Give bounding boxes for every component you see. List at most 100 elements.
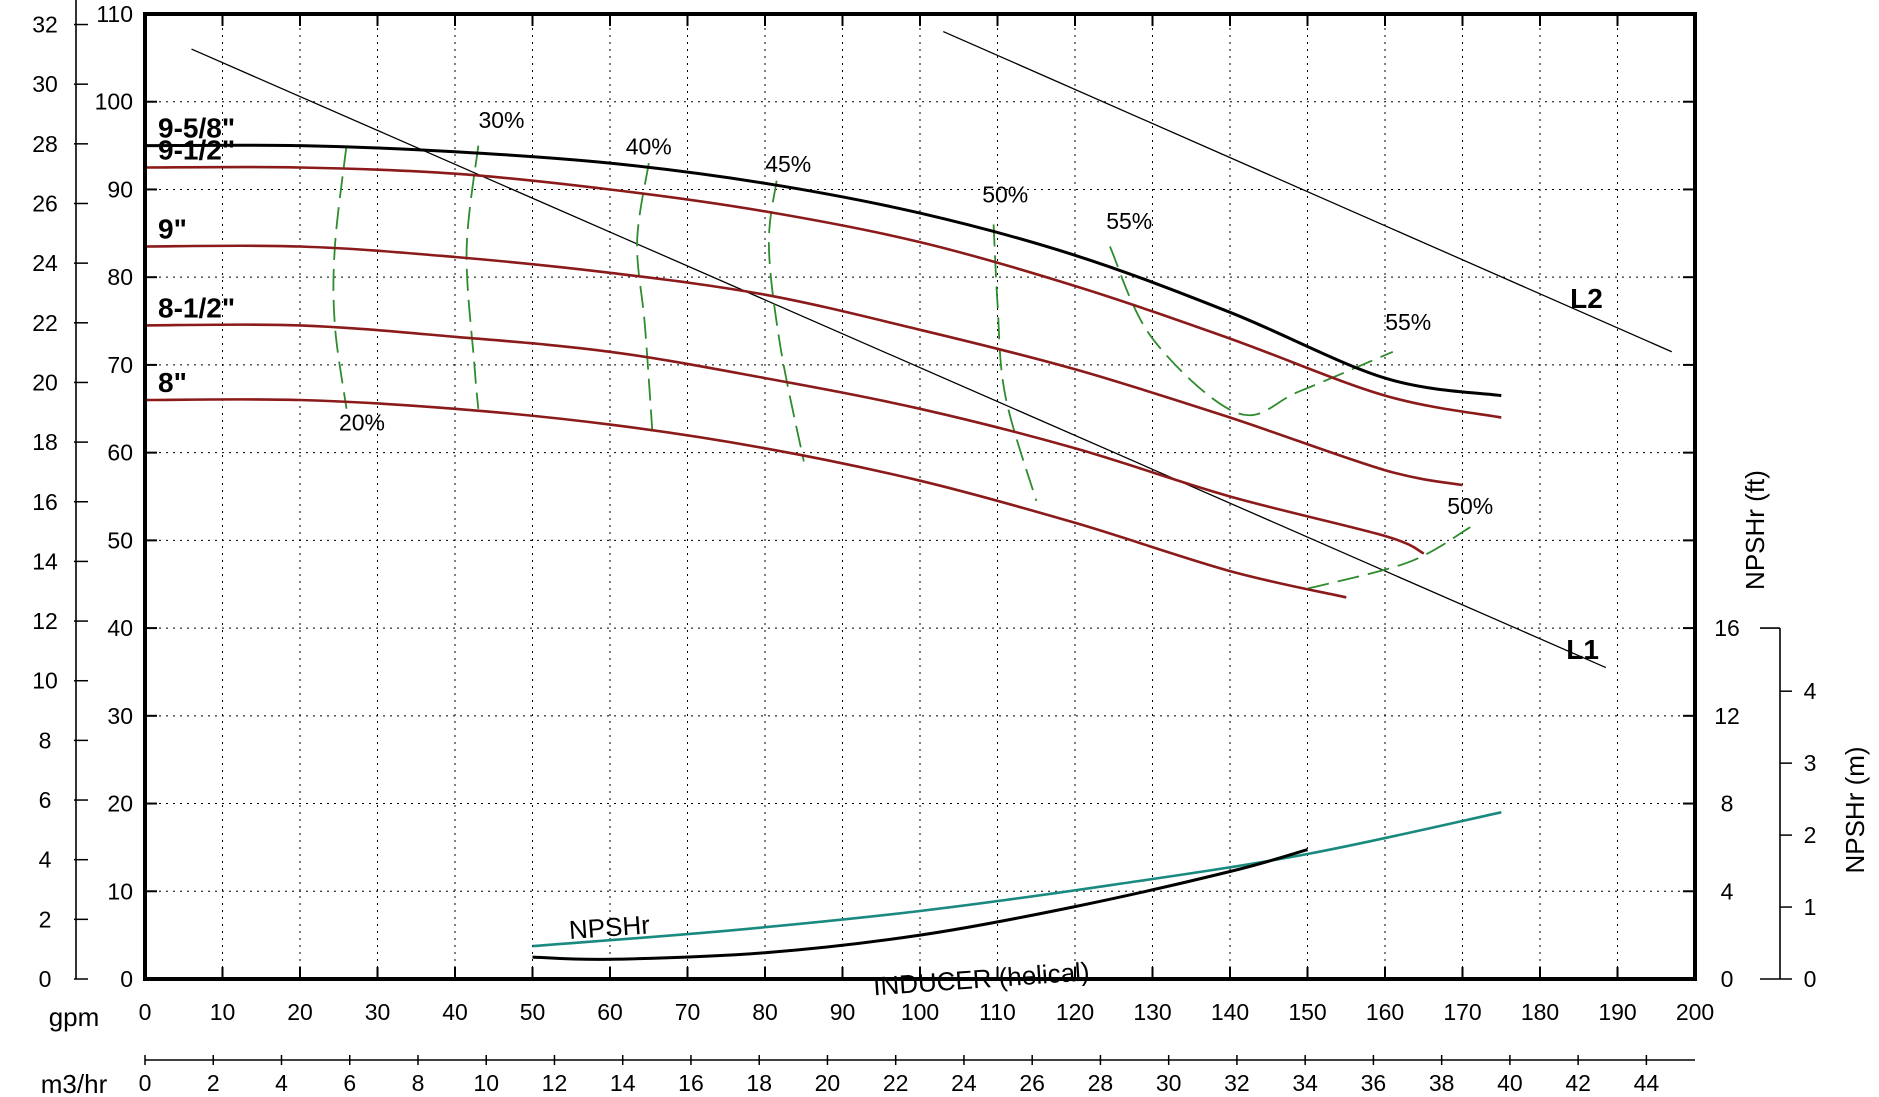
x2-tick-label: 16 — [678, 1070, 704, 1096]
series-curve — [532, 848, 1308, 961]
npsh-ft-axis-label: NPSHr (ft) — [1740, 470, 1770, 590]
left-outer-tick-label: 22 — [32, 310, 58, 336]
left-outer-tick-label: 16 — [32, 489, 58, 515]
y-tick-label: 100 — [95, 89, 133, 115]
npsh-m-tick-label: 1 — [1804, 894, 1817, 920]
x-axis-label-gpm: gpm — [49, 1002, 100, 1032]
system-curve-l1 — [191, 48, 1607, 669]
x-tick-label: 30 — [365, 999, 391, 1025]
npsh-ft-tick-label: 8 — [1721, 791, 1734, 817]
chart-curves — [144, 30, 1673, 961]
x-tick-label: 50 — [520, 999, 546, 1025]
x2-tick-label: 14 — [610, 1070, 636, 1096]
left-outer-tick-label: 32 — [32, 12, 58, 38]
series-curve — [144, 165, 1502, 419]
x-tick-label: 40 — [442, 999, 468, 1025]
x2-tick-label: 4 — [275, 1070, 288, 1096]
series-curve — [144, 323, 1425, 555]
left-outer-tick-label: 28 — [32, 131, 58, 157]
efficiency-label: 50% — [1447, 493, 1493, 519]
npsh-m-tick-label: 3 — [1804, 750, 1817, 776]
y-tick-label: 40 — [107, 615, 133, 641]
efficiency-curve — [767, 180, 805, 462]
x2-tick-label: 36 — [1361, 1070, 1387, 1096]
system-curve-l2 — [942, 30, 1673, 353]
impeller-diameter-label: 9-1/2" — [158, 135, 235, 166]
x2-axis-label-m3hr: m3/hr — [41, 1069, 108, 1097]
left-outer-tick-label: 24 — [32, 250, 58, 276]
y-tick-label: 0 — [120, 966, 133, 992]
y-tick-label: 60 — [107, 440, 133, 466]
x-tick-label: 0 — [139, 999, 152, 1025]
series-curve — [144, 398, 1347, 599]
x-tick-label: 120 — [1056, 999, 1094, 1025]
x2-tick-label: 24 — [951, 1070, 977, 1096]
left-outer-tick-label: 30 — [32, 71, 58, 97]
x2-tick-label: 18 — [746, 1070, 772, 1096]
left-outer-tick-label: 0 — [39, 966, 52, 992]
left-outer-tick-label: 12 — [32, 608, 58, 634]
inducer-curve-label: INDUCER (helical) — [872, 956, 1090, 1001]
x2-tick-label: 20 — [815, 1070, 841, 1096]
x2-tick-label: 38 — [1429, 1070, 1455, 1096]
left-outer-tick-label: 18 — [32, 429, 58, 455]
system-curve-label-l2: L2 — [1570, 283, 1603, 314]
left-outer-tick-label: 20 — [32, 369, 58, 395]
x-tick-label: 60 — [597, 999, 623, 1025]
x2-tick-label: 12 — [542, 1070, 568, 1096]
x-tick-label: 10 — [210, 999, 236, 1025]
x-tick-label: 200 — [1676, 999, 1714, 1025]
series-curve — [144, 143, 1502, 398]
series-curve — [144, 244, 1463, 487]
efficiency-label: 20% — [339, 410, 385, 436]
y-tick-label: 90 — [107, 176, 133, 202]
x-tick-label: 180 — [1521, 999, 1559, 1025]
x-tick-label: 70 — [675, 999, 701, 1025]
efficiency-curve — [332, 145, 348, 409]
series-curve — [532, 811, 1502, 948]
npshr-curve-label: NPSHr — [568, 909, 651, 945]
y-tick-label: 70 — [107, 352, 133, 378]
npsh-ft-tick-label: 0 — [1721, 966, 1734, 992]
x2-tick-label: 6 — [343, 1070, 356, 1096]
x2-tick-label: 26 — [1019, 1070, 1045, 1096]
y-tick-label: 50 — [107, 527, 133, 553]
y-tick-label: 110 — [96, 1, 133, 27]
left-outer-tick-label: 4 — [39, 847, 52, 873]
x2-tick-label: 10 — [473, 1070, 499, 1096]
y-tick-label: 80 — [107, 264, 133, 290]
left-outer-tick-label: 2 — [39, 906, 52, 932]
npsh-ft-tick-label: 16 — [1714, 615, 1740, 641]
npsh-ft-tick-label: 12 — [1714, 703, 1740, 729]
impeller-diameter-label: 9-5/8" — [158, 113, 235, 144]
efficiency-label: 55% — [1106, 208, 1152, 234]
x-tick-label: 20 — [287, 999, 313, 1025]
efficiency-label: 30% — [478, 107, 524, 133]
efficiency-curve — [1307, 526, 1471, 590]
x2-tick-label: 32 — [1224, 1070, 1250, 1096]
x-tick-label: 90 — [830, 999, 856, 1025]
x2-axis-label-text: m3/hr — [41, 1069, 108, 1097]
x2-tick-label: 28 — [1088, 1070, 1114, 1096]
impeller-diameter-label: 9" — [158, 213, 187, 244]
left-outer-tick-label: 14 — [32, 548, 58, 574]
x-tick-label: 110 — [979, 999, 1016, 1025]
left-outer-tick-label: 10 — [32, 668, 58, 694]
efficiency-label: 40% — [626, 133, 672, 159]
npsh-m-tick-label: 2 — [1804, 822, 1817, 848]
y-tick-label: 10 — [107, 878, 133, 904]
efficiency-label: 55% — [1385, 309, 1431, 335]
npsh-m-tick-label: 4 — [1804, 678, 1817, 704]
y-tick-label: 20 — [107, 791, 133, 817]
efficiency-label: 50% — [982, 182, 1028, 208]
efficiency-curve — [992, 224, 1038, 502]
x2-tick-label: 8 — [412, 1070, 425, 1096]
x-tick-label: 150 — [1288, 999, 1326, 1025]
npsh-m-tick-label: 0 — [1804, 966, 1817, 992]
efficiency-curve — [465, 145, 480, 409]
chart-labels: 0102030405060708090100110024681012141618… — [32, 1, 1816, 1096]
x-tick-label: 170 — [1443, 999, 1481, 1025]
x2-tick-label: 42 — [1565, 1070, 1591, 1096]
efficiency-label: 45% — [765, 151, 811, 177]
